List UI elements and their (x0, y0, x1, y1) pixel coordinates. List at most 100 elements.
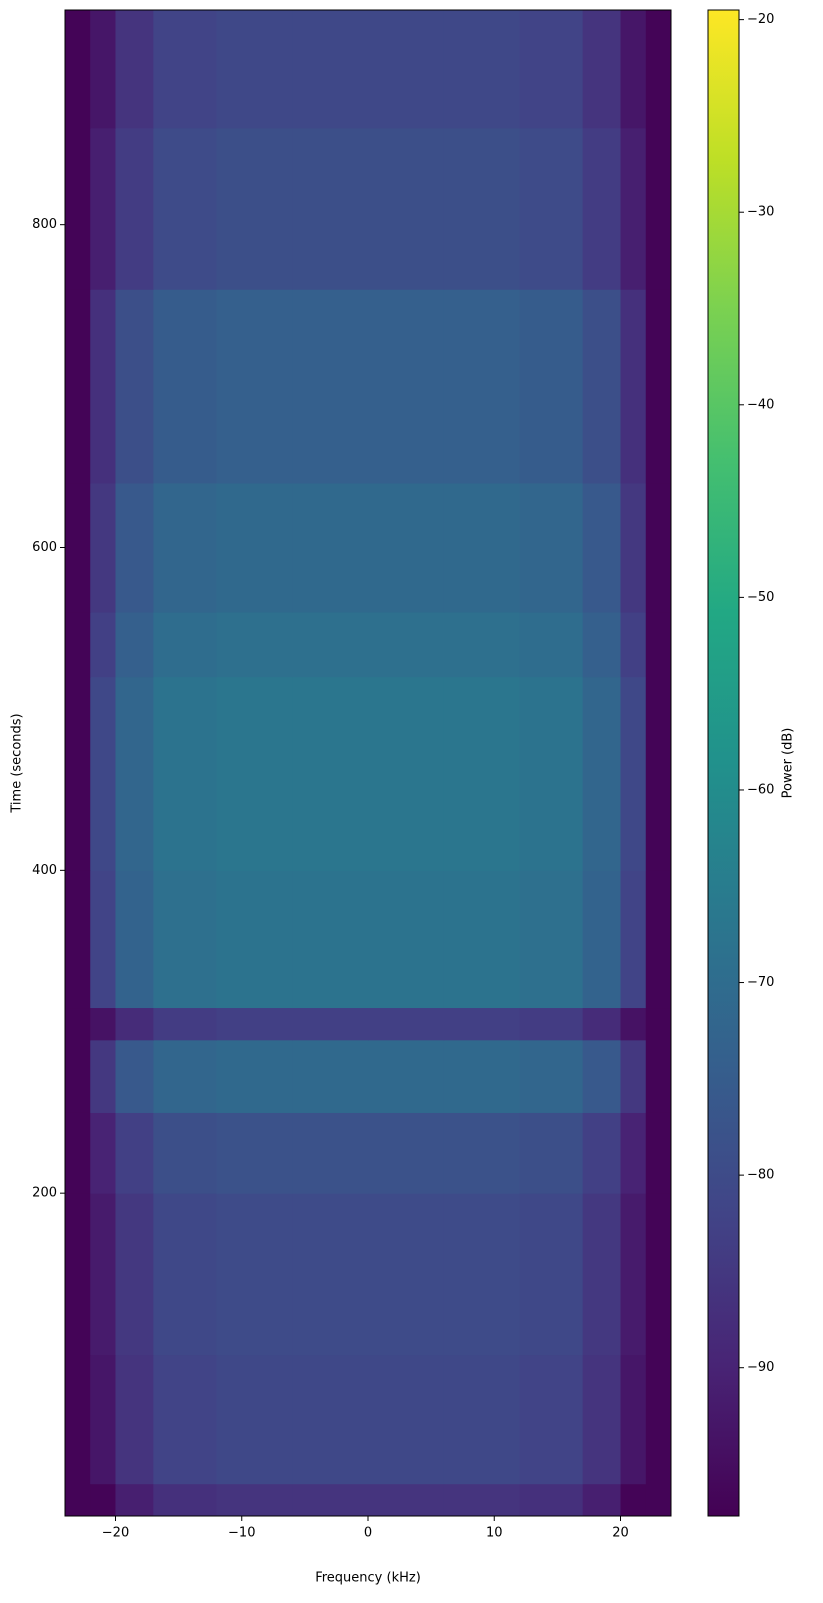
cell (115, 870, 154, 1009)
cell (519, 1112, 584, 1194)
cell (443, 612, 520, 678)
cell (519, 10, 584, 129)
cell (292, 870, 369, 1009)
cell (443, 1007, 520, 1041)
cell (216, 870, 293, 1009)
cell (153, 612, 217, 678)
cell (153, 676, 217, 871)
cell (292, 127, 369, 290)
cell (443, 1354, 520, 1485)
cell (216, 1483, 293, 1517)
cell (519, 289, 584, 484)
cell (620, 676, 647, 871)
cell (582, 1007, 621, 1041)
colorbar (707, 9, 740, 1517)
cell (153, 870, 217, 1009)
cell (645, 1483, 672, 1517)
cell (292, 1112, 369, 1194)
cell (115, 127, 154, 290)
cell (90, 482, 116, 613)
cell (582, 289, 621, 484)
cell (65, 1039, 91, 1113)
cell (153, 1039, 217, 1113)
cell (216, 1007, 293, 1041)
y-tick-label: 600 (32, 540, 57, 555)
cell (153, 289, 217, 484)
heatmap (65, 10, 672, 1517)
x-tick-label: 20 (612, 1526, 629, 1541)
colorbar-tick-label: −40 (747, 397, 774, 412)
cell (645, 1039, 672, 1113)
cell (582, 482, 621, 613)
cell (443, 1112, 520, 1194)
cell (216, 10, 293, 129)
cell (115, 1112, 154, 1194)
cell (519, 1483, 584, 1517)
cell (90, 1039, 116, 1113)
colorbar-tick-label: −90 (747, 1360, 774, 1375)
cell (216, 676, 293, 871)
cell (216, 612, 293, 678)
cell (582, 1483, 621, 1517)
cell (115, 676, 154, 871)
cell (90, 289, 116, 484)
colorbar-label: Power (dB) (781, 728, 796, 799)
cell (443, 289, 520, 484)
cell (368, 482, 445, 613)
cell (582, 1112, 621, 1194)
cell (153, 10, 217, 129)
cell (292, 1039, 369, 1113)
cell (443, 10, 520, 129)
cell (292, 612, 369, 678)
cell (620, 127, 647, 290)
cell (292, 1007, 369, 1041)
cell (519, 870, 584, 1009)
cell (582, 612, 621, 678)
cell (582, 870, 621, 1009)
cell (443, 1193, 520, 1356)
cell (115, 1483, 154, 1517)
cell (443, 482, 520, 613)
cell (645, 1112, 672, 1194)
cell (90, 1483, 116, 1517)
cell (65, 1483, 91, 1517)
cell (582, 1193, 621, 1356)
cell (620, 1354, 647, 1485)
cell (90, 1193, 116, 1356)
cell (216, 1039, 293, 1113)
x-tick-label: −10 (228, 1526, 255, 1541)
cell (90, 676, 116, 871)
cell (153, 1193, 217, 1356)
cell (368, 289, 445, 484)
cell (65, 612, 91, 678)
cell (65, 127, 91, 290)
cell (519, 612, 584, 678)
cell (645, 289, 672, 484)
cell (90, 612, 116, 678)
cell (115, 1193, 154, 1356)
cell (65, 10, 91, 129)
cell (216, 1193, 293, 1356)
cell (153, 127, 217, 290)
cell (65, 1007, 91, 1041)
cell (216, 1112, 293, 1194)
y-tick-label: 800 (32, 217, 57, 232)
cell (645, 1193, 672, 1356)
cell (90, 127, 116, 290)
cell (368, 1483, 445, 1517)
cell (519, 1007, 584, 1041)
cell (443, 127, 520, 290)
cell (65, 482, 91, 613)
cell (368, 676, 445, 871)
cell (582, 676, 621, 871)
cell (519, 676, 584, 871)
cell (292, 482, 369, 613)
cell (443, 1483, 520, 1517)
cell (519, 482, 584, 613)
colorbar-tick-label: −70 (747, 975, 774, 990)
cell (90, 870, 116, 1009)
cell (368, 1112, 445, 1194)
cell (645, 1354, 672, 1485)
cell (368, 1007, 445, 1041)
cell (620, 10, 647, 129)
